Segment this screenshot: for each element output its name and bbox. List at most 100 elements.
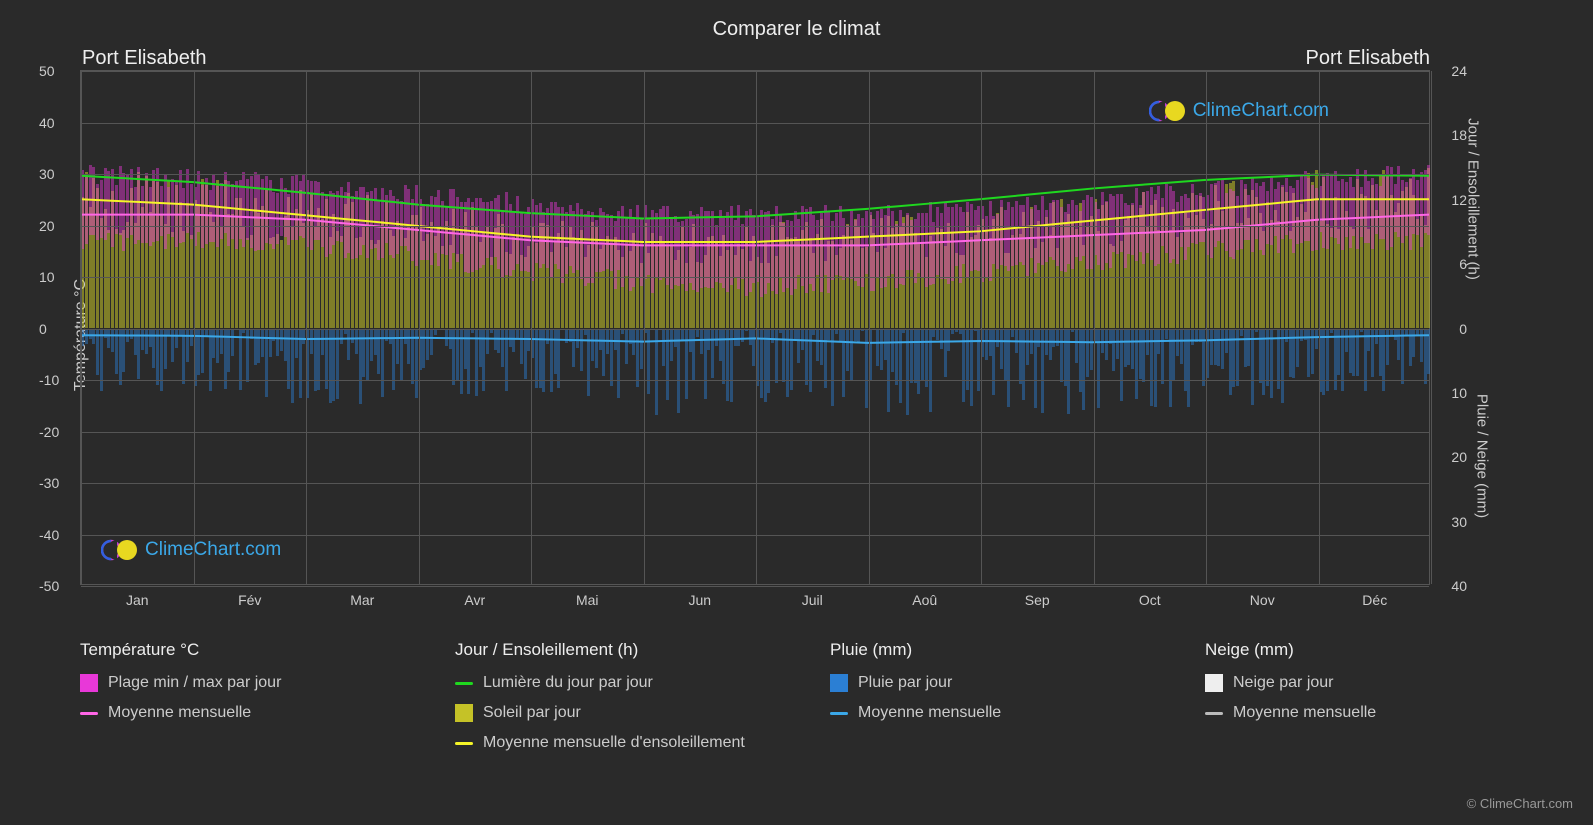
legend-swatch [1205, 674, 1223, 692]
legend-item: Moyenne mensuelle d'ensoleillement [455, 734, 770, 752]
xtick-month: Sep [1025, 592, 1050, 608]
ytick-left: 50 [39, 63, 55, 79]
gridline-v [756, 71, 757, 584]
legend-swatch [1205, 712, 1223, 715]
legend-label: Lumière du jour par jour [483, 674, 653, 692]
xtick-month: Mai [576, 592, 599, 608]
ytick-left: -30 [39, 475, 59, 491]
ytick-right: 30 [1451, 514, 1467, 530]
legend-label: Moyenne mensuelle [108, 704, 251, 722]
series-line [81, 335, 1429, 343]
gridline-h [81, 329, 1429, 330]
ytick-right: 0 [1459, 321, 1467, 337]
legend-group-title: Température °C [80, 640, 395, 660]
ytick-right: 10 [1451, 385, 1467, 401]
brand-name: ClimeChart.com [1193, 100, 1329, 122]
xtick-month: Nov [1250, 592, 1275, 608]
ytick-left: -10 [39, 372, 59, 388]
xtick-month: Déc [1362, 592, 1387, 608]
gridline-v [531, 71, 532, 584]
gridline-h [81, 483, 1429, 484]
series-line [81, 175, 1429, 219]
gridline-v [1319, 71, 1320, 584]
xtick-month: Avr [464, 592, 485, 608]
gridline-v [1206, 71, 1207, 584]
location-left: Port Elisabeth [82, 47, 207, 70]
legend-label: Moyenne mensuelle [858, 704, 1001, 722]
lines-layer [81, 71, 1429, 584]
legend-group-title: Neige (mm) [1205, 640, 1520, 660]
gridline-v [306, 71, 307, 584]
xtick-month: Jun [688, 592, 711, 608]
gridline-h [81, 380, 1429, 381]
legend-group-title: Pluie (mm) [830, 640, 1145, 660]
legend-item: Lumière du jour par jour [455, 674, 770, 692]
legend-item: Moyenne mensuelle [80, 704, 395, 722]
legend-label: Pluie par jour [858, 674, 952, 692]
brand-icon [101, 538, 139, 562]
legend: Température °C Plage min / max par jour Mo… [80, 640, 1520, 764]
legend-label: Neige par jour [1233, 674, 1334, 692]
legend-swatch [455, 704, 473, 722]
xtick-month: Oct [1139, 592, 1161, 608]
location-right: Port Elisabeth [1305, 47, 1430, 70]
legend-item: Moyenne mensuelle [830, 704, 1145, 722]
legend-swatch [830, 674, 848, 692]
xtick-month: Jan [126, 592, 149, 608]
gridline-v [1094, 71, 1095, 584]
ytick-right: 20 [1451, 449, 1467, 465]
gridline-h [81, 123, 1429, 124]
legend-swatch [80, 712, 98, 715]
series-line [81, 199, 1429, 242]
gridline-h [81, 432, 1429, 433]
brand-name: ClimeChart.com [145, 539, 281, 561]
xtick-month: Aoû [912, 592, 937, 608]
legend-group: Neige (mm) Neige par jour Moyenne mensuell… [1205, 640, 1520, 764]
ytick-left: 0 [39, 321, 47, 337]
gridline-v [419, 71, 420, 584]
y-axis-right-bot-label: Pluie / Neige (mm) [1473, 394, 1490, 518]
chart-wrap: Port Elisabeth Port Elisabeth Températur… [80, 55, 1520, 615]
gridline-v [644, 71, 645, 584]
gridline-h [81, 174, 1429, 175]
gridline-h [81, 277, 1429, 278]
series-line [81, 215, 1429, 246]
xtick-month: Juil [802, 592, 823, 608]
gridline-v [81, 71, 82, 584]
legend-group: Pluie (mm) Pluie par jour Moyenne mensuell… [830, 640, 1145, 764]
legend-item: Plage min / max par jour [80, 674, 395, 692]
gridline-h [81, 586, 1429, 587]
gridline-v [869, 71, 870, 584]
xtick-month: Fév [238, 592, 261, 608]
legend-label: Moyenne mensuelle [1233, 704, 1376, 722]
brand-logo-bottom: ClimeChart.com [101, 538, 281, 562]
ytick-left: 20 [39, 218, 55, 234]
legend-label: Plage min / max par jour [108, 674, 281, 692]
legend-swatch [830, 712, 848, 715]
ytick-right: 12 [1451, 192, 1467, 208]
legend-swatch [80, 674, 98, 692]
legend-swatch [455, 682, 473, 685]
gridline-v [194, 71, 195, 584]
ytick-left: 30 [39, 166, 55, 182]
xtick-month: Mar [350, 592, 374, 608]
legend-label: Moyenne mensuelle d'ensoleillement [483, 734, 745, 752]
ytick-left: 40 [39, 115, 55, 131]
ytick-left: -40 [39, 527, 59, 543]
ytick-right: 24 [1451, 63, 1467, 79]
brand-icon [1149, 99, 1187, 123]
gridline-v [1431, 71, 1432, 584]
legend-swatch [455, 742, 473, 745]
legend-item: Soleil par jour [455, 704, 770, 722]
legend-label: Soleil par jour [483, 704, 581, 722]
ytick-left: -50 [39, 578, 59, 594]
gridline-h [81, 226, 1429, 227]
ytick-right: 40 [1451, 578, 1467, 594]
legend-item: Neige par jour [1205, 674, 1520, 692]
chart-title: Comparer le climat [0, 0, 1593, 41]
gridline-v [981, 71, 982, 584]
ytick-left: 10 [39, 269, 55, 285]
ytick-right: 6 [1459, 256, 1467, 272]
copyright: © ClimeChart.com [1467, 796, 1573, 811]
gridline-h [81, 71, 1429, 72]
